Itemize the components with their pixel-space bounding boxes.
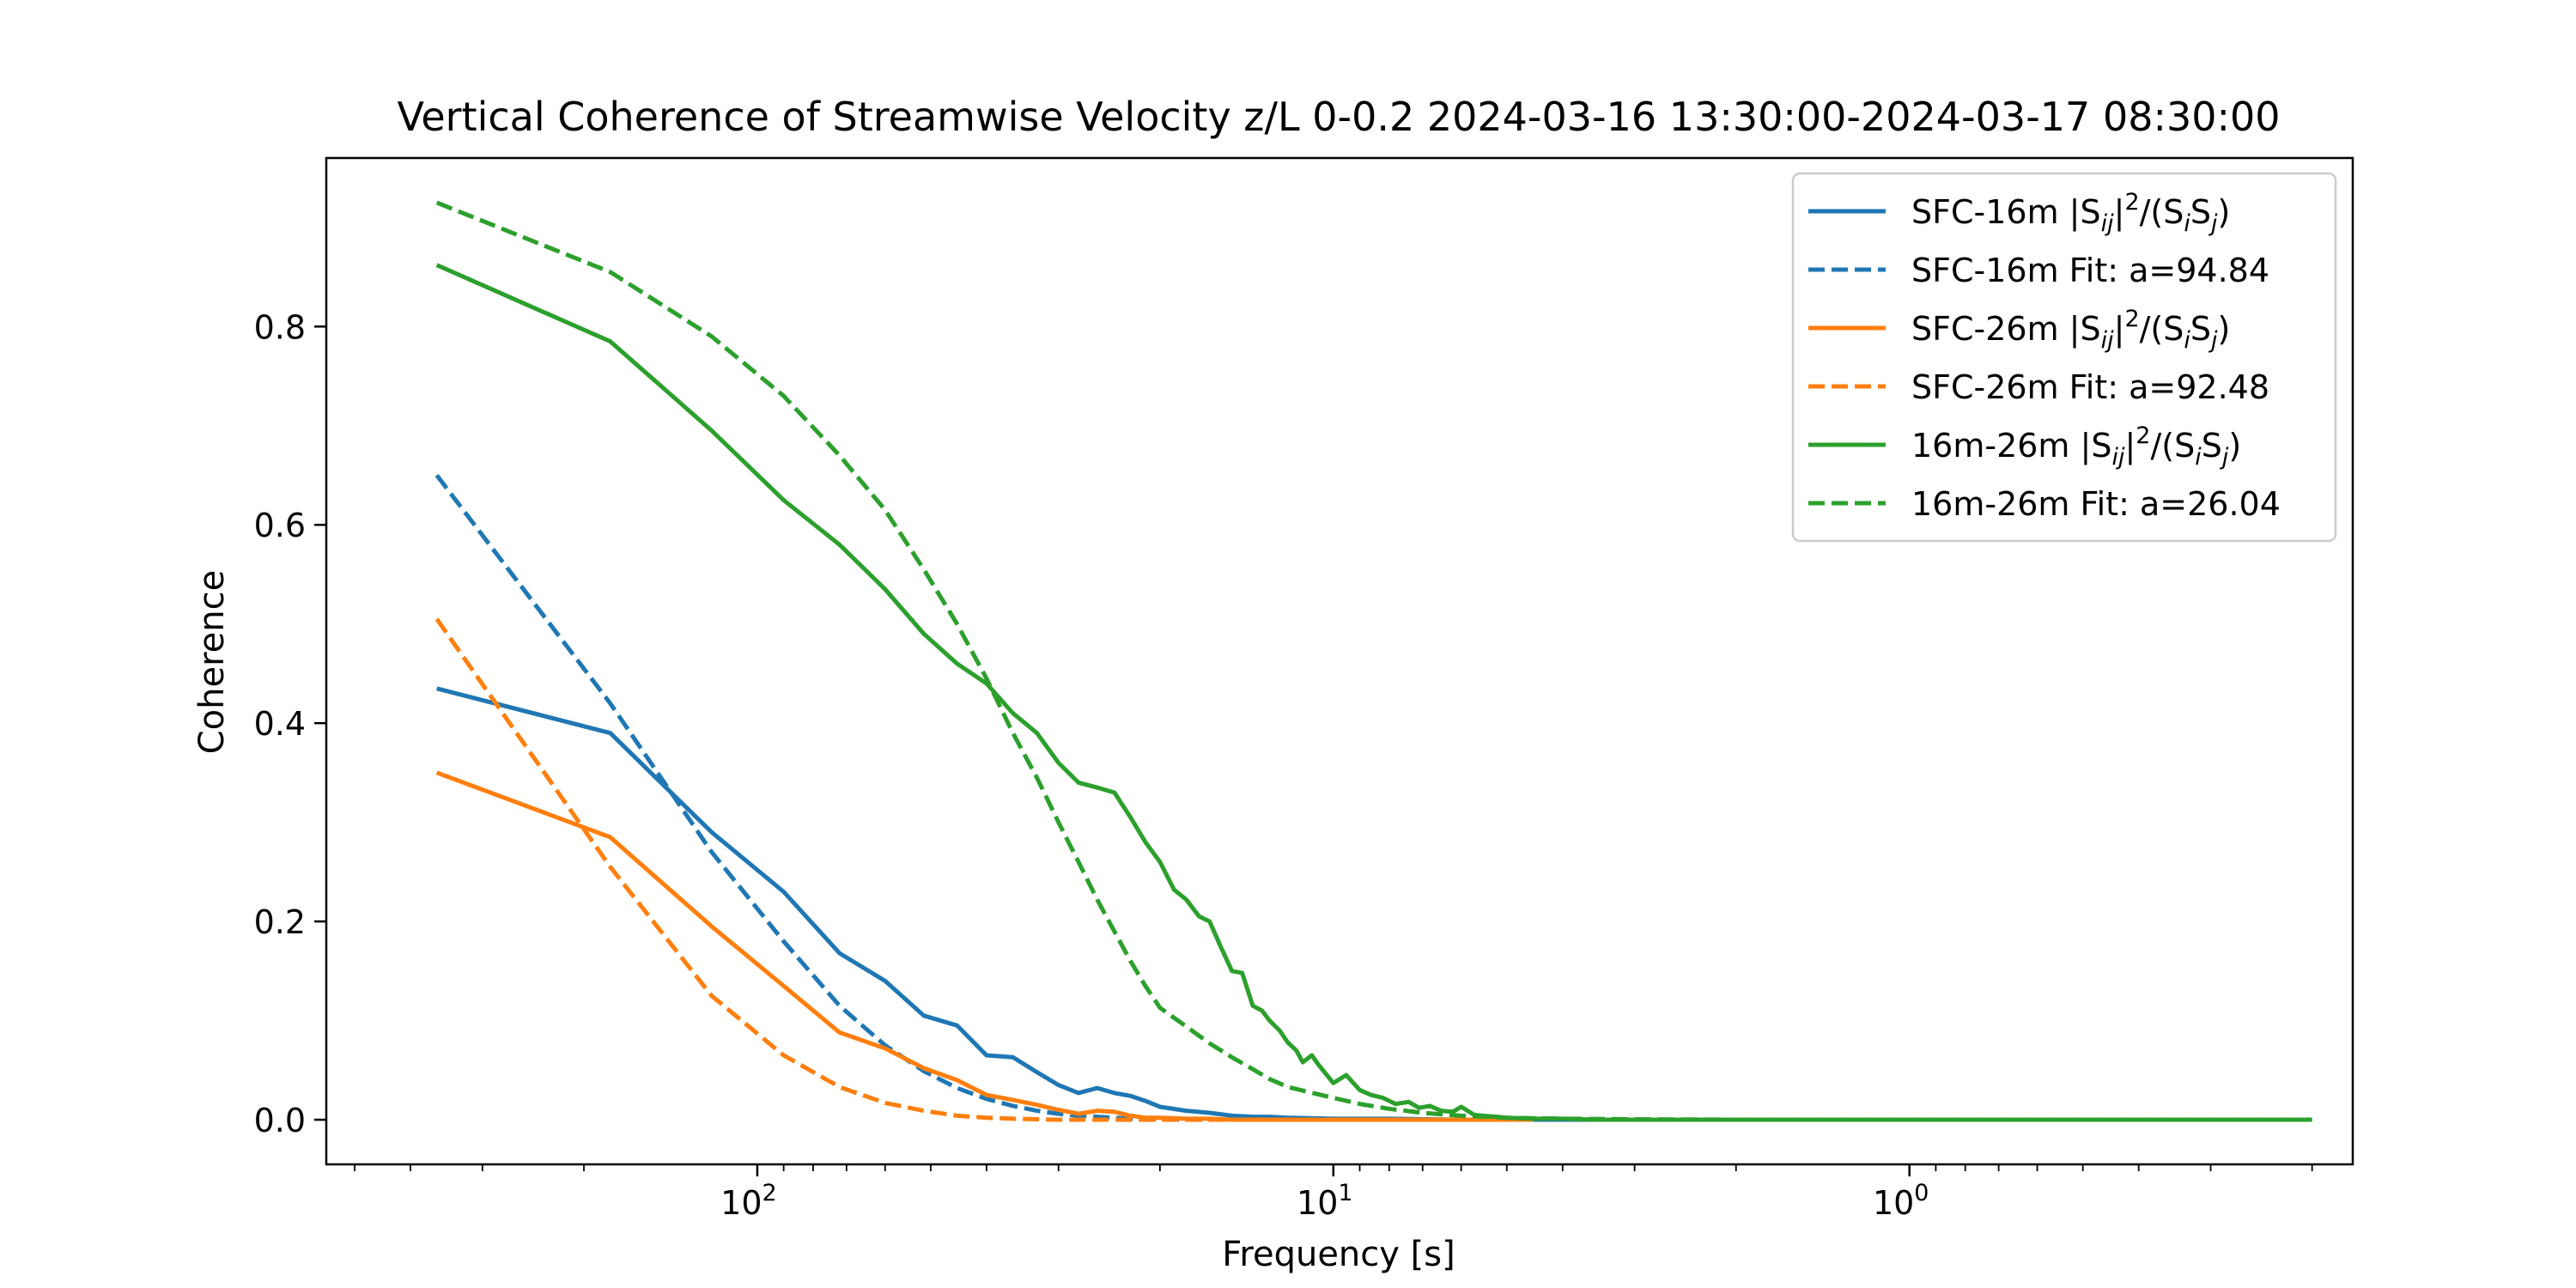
series-layer <box>434 200 2312 1122</box>
legend-label-1: SFC-16m Fit: a=94.84 <box>1911 252 2269 289</box>
chart-title: Vertical Coherence of Streamwise Velocit… <box>397 94 2280 140</box>
legend-frame <box>1791 172 2337 543</box>
y-tick-label-1: 0.2 <box>254 903 306 941</box>
legend: SFC-16m |Sij|2/(SiSj) SFC-16m Fit: a=94.8… <box>1791 172 2337 543</box>
legend-label-3: SFC-26m Fit: a=92.48 <box>1911 368 2269 406</box>
y-tick-label-2: 0.4 <box>254 705 306 743</box>
series-line-3 <box>434 617 1334 1122</box>
legend-label-2: SFC-26m |Sij|2/(SiSj) <box>1911 306 2230 354</box>
y-tick-label-3: 0.6 <box>254 507 306 544</box>
y-tick-label-4: 0.8 <box>254 308 306 346</box>
y-tick-label-0: 0.0 <box>254 1102 306 1139</box>
legend-label-5: 16m-26m Fit: a=26.04 <box>1911 485 2281 523</box>
legend-label-0: SFC-16m |Sij|2/(SiSj) <box>1911 189 2230 237</box>
y-axis-label: Coherence <box>192 570 232 755</box>
x-axis: 102 101 100 <box>354 1164 2313 1222</box>
y-axis: 0.0 0.2 0.4 0.6 0.8 <box>254 308 326 1139</box>
x-tick-label-1: 101 <box>1297 1180 1353 1222</box>
x-tick-label-2: 100 <box>1873 1180 1929 1222</box>
legend-label-4: 16m-26m |Sij|2/(SiSj) <box>1911 422 2241 471</box>
x-axis-label: Frequency [s] <box>1222 1235 1455 1274</box>
x-tick-label-0: 102 <box>720 1180 777 1222</box>
plot-frame <box>325 156 2354 1166</box>
